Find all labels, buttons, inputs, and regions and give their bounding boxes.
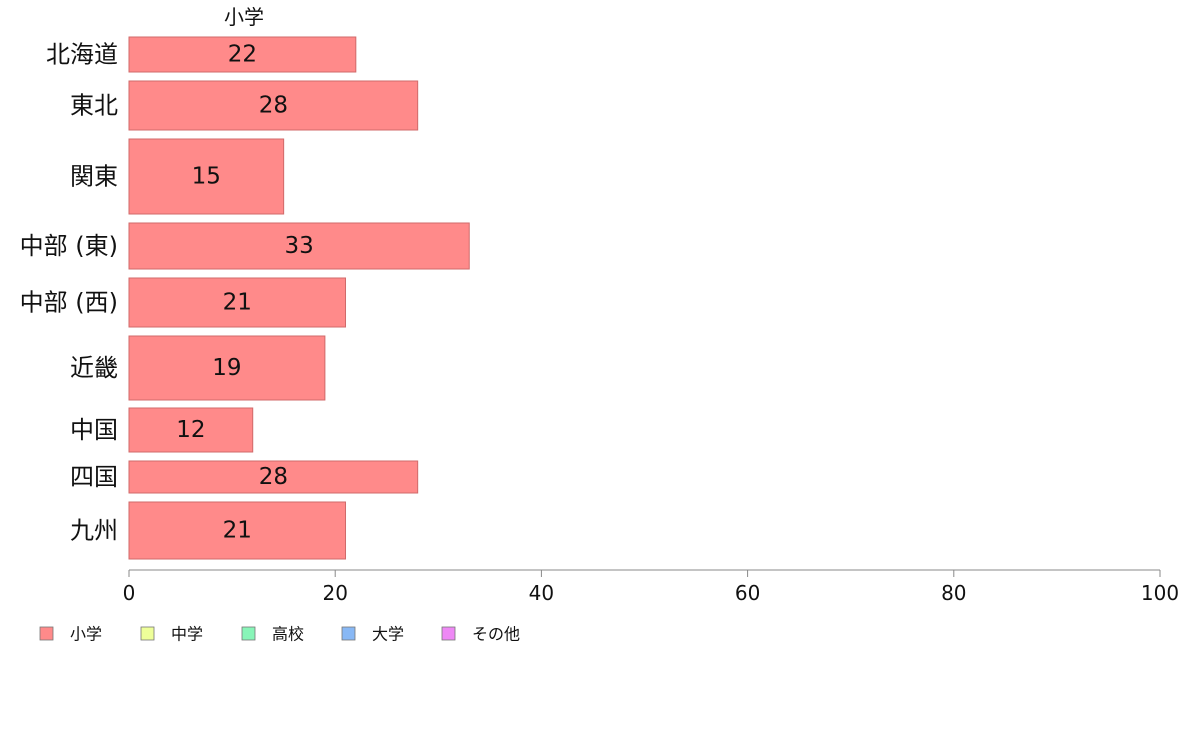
category-label: 東北 xyxy=(70,92,118,120)
legend-swatch xyxy=(241,626,256,641)
bar-value-label: 33 xyxy=(284,233,313,259)
x-tick-label: 40 xyxy=(529,581,554,605)
category-label: 四国 xyxy=(70,463,118,491)
category-label: 九州 xyxy=(70,517,118,545)
legend-swatch xyxy=(441,626,456,641)
category-label: 中部 (東) xyxy=(20,232,118,260)
x-tick-label: 20 xyxy=(322,581,347,605)
legend-label: 中学 xyxy=(171,625,203,644)
x-tick-label: 100 xyxy=(1141,581,1179,605)
legend-label: 小学 xyxy=(70,625,102,644)
bar xyxy=(128,36,357,73)
x-tick-label: 0 xyxy=(123,581,136,605)
x-tick-label: 80 xyxy=(941,581,966,605)
x-axis: 0 20 40 60 80 100 xyxy=(123,569,1179,605)
bar-value-label: 28 xyxy=(259,464,288,490)
legend-label: 大学 xyxy=(372,625,404,644)
legend: 小学 中学 高校 大学 その他 xyxy=(39,625,520,644)
bar xyxy=(128,80,419,131)
bar xyxy=(128,335,326,401)
bar-value-label: 21 xyxy=(223,290,252,316)
legend-swatch xyxy=(39,626,54,641)
category-label: 中部 (西) xyxy=(20,289,118,317)
bar-value-label: 22 xyxy=(228,42,257,68)
bar xyxy=(128,277,347,328)
legend-label: 高校 xyxy=(272,625,304,644)
bar-value-label: 19 xyxy=(212,355,241,381)
bar-value-label: 12 xyxy=(176,417,205,443)
category-label: 関東 xyxy=(70,163,118,191)
bar xyxy=(128,460,419,494)
legend-swatch xyxy=(341,626,356,641)
bar xyxy=(128,407,254,453)
bar-value-label: 28 xyxy=(259,93,288,119)
bar xyxy=(128,222,470,270)
x-tick-label: 60 xyxy=(735,581,760,605)
chart-title: 小学 xyxy=(224,5,264,29)
bar xyxy=(128,501,347,560)
category-label: 中国 xyxy=(70,416,118,444)
bar-value-label: 15 xyxy=(192,164,221,190)
category-label: 北海道 xyxy=(46,41,118,69)
bar-value-label: 21 xyxy=(223,518,252,544)
category-label: 近畿 xyxy=(70,354,118,382)
legend-label: その他 xyxy=(472,625,520,644)
bar xyxy=(128,138,285,215)
legend-swatch xyxy=(140,626,155,641)
